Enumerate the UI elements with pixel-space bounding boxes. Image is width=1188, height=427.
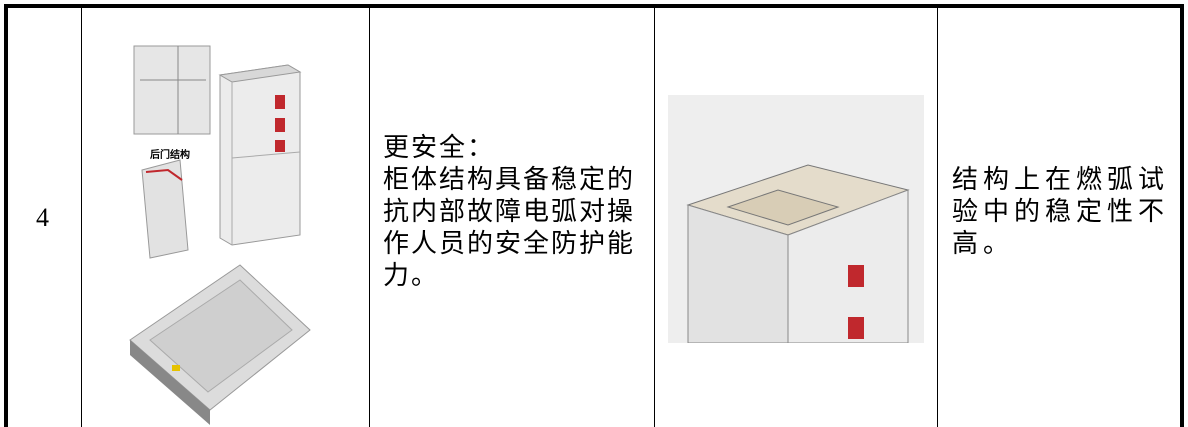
image-caption: 后门结构 — [150, 148, 190, 161]
advantage-title: 更安全： — [383, 133, 496, 162]
row-number: 4 — [36, 203, 49, 232]
cabinet-side — [687, 204, 789, 343]
comparison-text: 结构上在燃弧试验中的稳定性不高。 — [952, 165, 1170, 258]
cabinet-edge — [231, 151, 301, 159]
table-border — [654, 4, 655, 427]
vent — [726, 189, 840, 226]
table-border — [4, 4, 8, 427]
bushing — [848, 317, 864, 339]
bushing — [275, 140, 285, 152]
label — [172, 365, 180, 371]
table-border — [369, 4, 370, 427]
bushing — [848, 265, 864, 287]
table-border — [4, 4, 1184, 8]
cabinet-photo — [668, 95, 924, 343]
bushing — [275, 118, 285, 132]
advantage-cell: 更安全： 柜体结构具备稳定的抗内部故障电弧对操作人员的安全防护能力。 — [383, 132, 645, 292]
table-border — [937, 4, 938, 427]
advantage-text: 柜体结构具备稳定的抗内部故障电弧对操作人员的安全防护能力。 — [383, 165, 636, 290]
cabinet-illustration: 后门结构 — [129, 45, 311, 425]
bushing — [275, 95, 285, 109]
inset — [133, 45, 211, 135]
tray-front — [130, 340, 210, 425]
seal — [145, 168, 183, 181]
tray-grille — [149, 279, 293, 393]
rear-door — [141, 159, 189, 259]
cabinet-top — [218, 64, 302, 83]
table-border — [1180, 4, 1184, 427]
table-border — [81, 4, 82, 427]
